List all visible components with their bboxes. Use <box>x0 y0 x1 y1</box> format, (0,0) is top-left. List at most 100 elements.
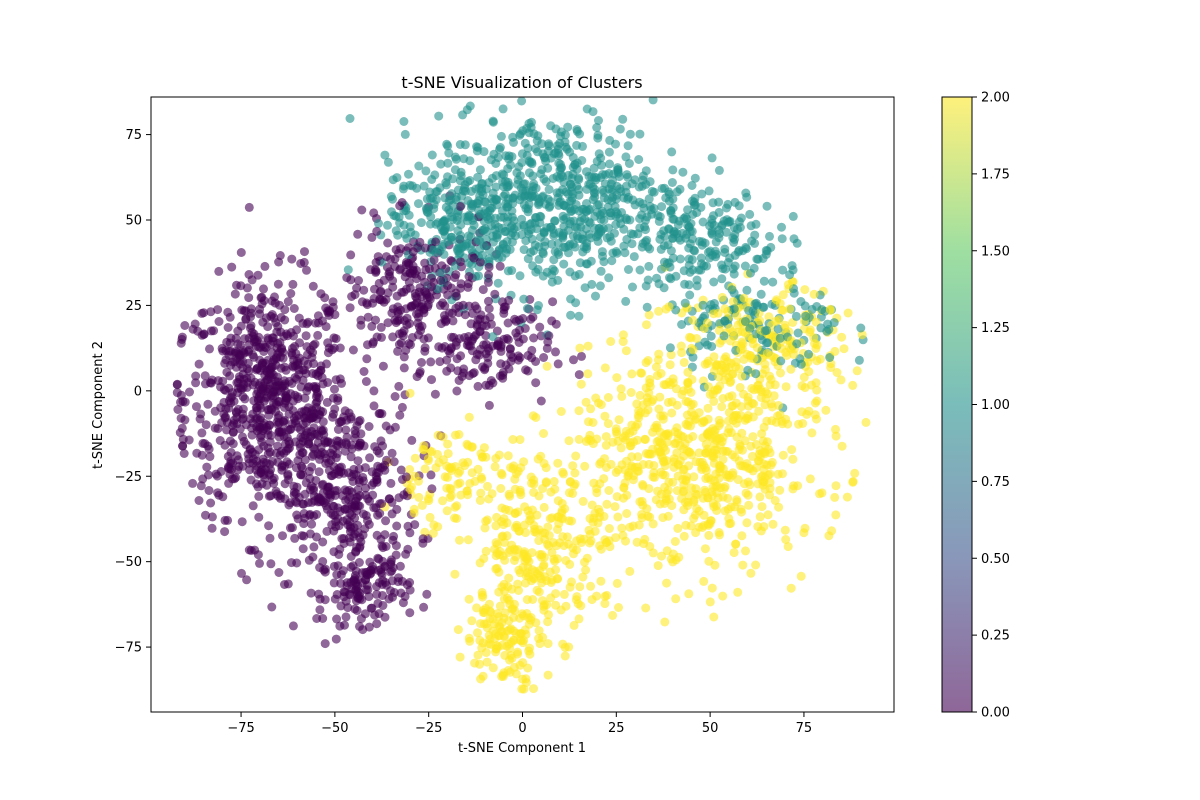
scatter-point <box>582 259 592 269</box>
scatter-point <box>495 601 505 611</box>
scatter-point <box>687 181 697 190</box>
scatter-point <box>505 667 515 677</box>
scatter-point <box>641 166 651 176</box>
scatter-point <box>532 585 542 595</box>
scatter-point <box>196 409 206 419</box>
scatter-point <box>528 192 538 202</box>
scatter-point <box>593 200 602 210</box>
scatter-point <box>685 290 695 300</box>
scatter-point <box>315 493 325 503</box>
scatter-point <box>325 306 334 316</box>
scatter-point <box>328 501 338 511</box>
scatter-point <box>747 398 757 408</box>
scatter-point <box>688 315 698 325</box>
scatter-point <box>491 159 501 168</box>
scatter-point <box>364 422 374 431</box>
scatter-point <box>348 561 358 571</box>
scatter-point <box>318 537 328 547</box>
scatter-point <box>435 357 445 367</box>
scatter-point <box>581 436 591 446</box>
scatter-point <box>464 594 474 604</box>
scatter-point <box>706 516 716 526</box>
scatter-point <box>783 542 793 552</box>
scatter-point <box>743 414 753 424</box>
scatter-point <box>452 501 462 511</box>
scatter-point <box>363 312 373 322</box>
scatter-point <box>355 543 365 553</box>
scatter-point <box>621 536 630 546</box>
scatter-point <box>775 485 785 495</box>
scatter-point <box>443 281 453 291</box>
scatter-point <box>558 185 568 195</box>
scatter-point <box>551 589 561 599</box>
y-axis-label: t-SNE Component 2 <box>91 341 106 469</box>
scatter-point <box>629 252 639 262</box>
scatter-point <box>635 497 645 507</box>
scatter-point <box>179 449 189 458</box>
scatter-point <box>681 520 691 530</box>
scatter-point <box>280 305 290 315</box>
scatter-point <box>710 425 720 435</box>
scatter-point <box>329 333 339 343</box>
scatter-point <box>420 243 430 253</box>
scatter-point <box>745 324 755 334</box>
scatter-point <box>359 367 369 376</box>
scatter-point <box>531 378 541 388</box>
scatter-point <box>340 504 350 514</box>
scatter-point <box>704 530 714 540</box>
scatter-point <box>263 322 273 332</box>
scatter-point <box>574 206 584 216</box>
scatter-point <box>505 491 515 501</box>
scatter-point <box>356 315 366 325</box>
scatter-point <box>259 284 268 294</box>
scatter-point <box>213 488 223 498</box>
scatter-point <box>373 252 383 262</box>
scatter-point <box>305 510 314 520</box>
scatter-point <box>309 449 318 459</box>
scatter-point <box>284 459 294 469</box>
scatter-point <box>295 338 304 348</box>
scatter-point <box>260 261 270 271</box>
scatter-point <box>733 587 743 597</box>
scatter-point <box>320 564 330 574</box>
scatter-point <box>219 385 229 395</box>
scatter-point <box>383 157 393 167</box>
scatter-point <box>598 185 608 195</box>
scatter-point <box>796 359 806 369</box>
scatter-point <box>368 337 378 347</box>
scatter-point <box>741 488 751 498</box>
scatter-point <box>707 228 717 238</box>
scatter-point <box>184 435 194 445</box>
scatter-point <box>380 530 390 540</box>
scatter-point <box>587 595 597 605</box>
scatter-point <box>501 248 511 258</box>
scatter-point <box>426 212 436 222</box>
scatter-point <box>267 296 277 306</box>
scatter-point <box>401 549 411 559</box>
scatter-point <box>781 535 791 544</box>
scatter-point <box>452 244 462 254</box>
scatter-point <box>831 424 840 434</box>
scatter-point <box>641 281 651 291</box>
scatter-point <box>487 173 497 183</box>
scatter-point <box>405 578 415 587</box>
scatter-point <box>336 416 346 426</box>
scatter-point <box>856 323 866 333</box>
scatter-point <box>680 298 690 308</box>
scatter-point <box>591 291 600 301</box>
scatter-point <box>334 550 344 559</box>
scatter-point <box>343 468 353 478</box>
scatter-point <box>535 639 545 649</box>
scatter-point <box>768 519 778 529</box>
scatter-point <box>463 535 473 545</box>
scatter-point <box>677 320 687 329</box>
scatter-point <box>440 472 450 482</box>
scatter-point <box>789 234 799 244</box>
scatter-point <box>443 449 453 459</box>
scatter-point <box>654 279 664 289</box>
scatter-point <box>488 378 498 388</box>
scatter-point <box>228 439 238 449</box>
scatter-point <box>770 496 780 505</box>
scatter-point <box>721 227 731 237</box>
scatter-point <box>493 230 503 240</box>
